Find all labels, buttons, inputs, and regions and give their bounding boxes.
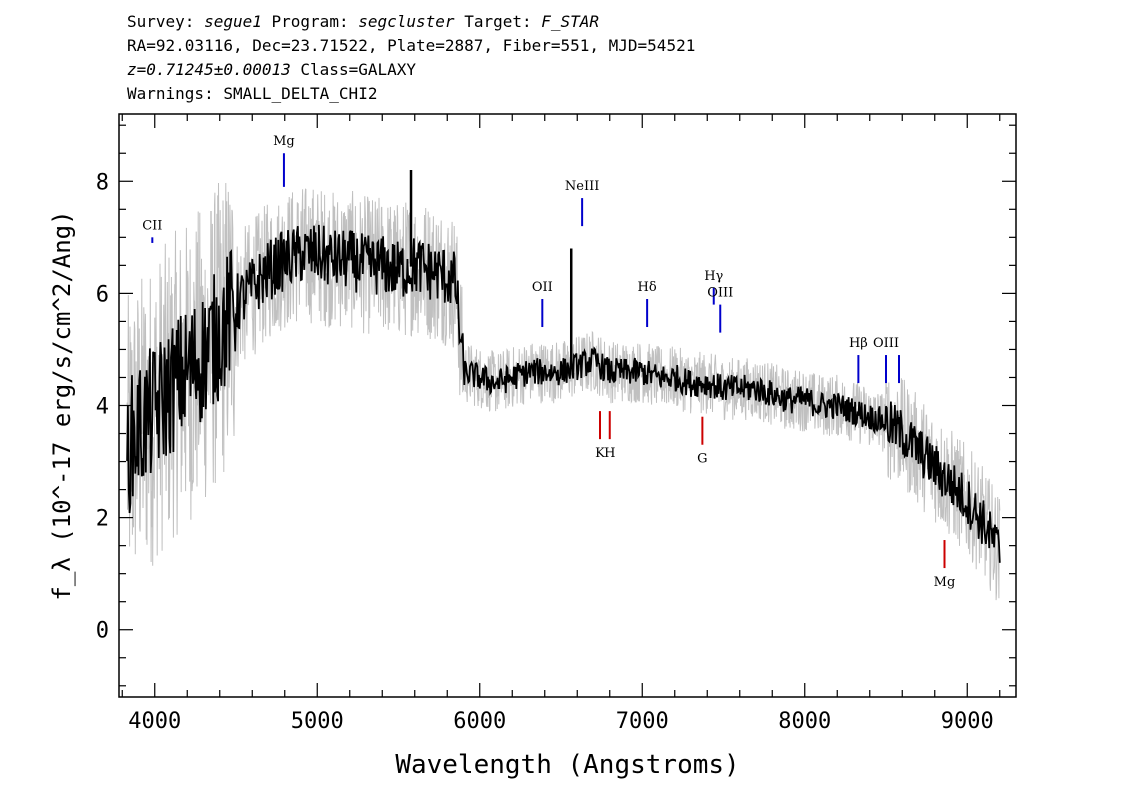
absorption-line-label: Mg [934,575,956,590]
emission-line-label: Hβ [849,336,868,351]
survey-label: Survey: [127,12,195,31]
survey-value: segue1 [204,12,262,31]
header-line-coordinates: RA=92.03116, Dec=23.71522, Plate=2887, F… [127,36,696,55]
spectrum-header: Survey: segue1 Program: segcluster Targe… [127,10,1027,106]
emission-line-label: OII [532,280,553,295]
emission-line-label: Hγ [704,269,723,284]
flux-line [126,224,1001,563]
class-value: Class=GALAXY [300,60,416,79]
program-value: segcluster [358,12,455,31]
x-tick-label: 9000 [941,709,994,734]
axis-ticks: 4000 5000 6000 7000 8000 9000 0 2 4 6 8 [96,114,1016,734]
x-tick-label: 4000 [128,709,181,734]
x-tick-label: 8000 [778,709,831,734]
header-line-survey: Survey: segue1 Program: segcluster Targe… [127,10,1027,34]
absorption-line-label: K [595,446,605,461]
x-tick-label: 7000 [616,709,669,734]
absorption-line-label: G [697,452,707,467]
header-line-warnings: Warnings: SMALL_DELTA_CHI2 [127,84,378,103]
emission-line-label: NeIII [565,179,599,194]
emission-line-label: CII [142,218,162,233]
target-label: Target: [464,12,532,31]
target-value: F_STAR [541,12,600,31]
flux-series [126,170,1001,563]
emission-line-label: Hδ [638,280,657,295]
y-tick-label: 0 [96,619,109,644]
program-label: Program: [271,12,349,31]
noise-band-path [126,182,1001,601]
y-tick-label: 8 [96,170,109,195]
y-tick-label: 2 [96,507,109,532]
y-tick-label: 4 [96,395,109,420]
absorption-line-label: H [604,446,615,461]
spectral-line-markers: CII Mg NeIII OII Hδ Hγ OIII Hβ OIII K H G Mg [142,134,955,590]
x-tick-label: 6000 [453,709,506,734]
x-axis-label: Wavelength (Angstroms) [395,750,739,780]
header-line-redshift: z=0.71245±0.00013 Class=GALAXY [127,58,1027,82]
y-tick-label: 6 [96,282,109,307]
x-tick-label: 5000 [291,709,344,734]
emission-line-label: Mg [273,134,295,149]
noise-band [126,182,1001,601]
y-axis-label: f_λ (10^-17 erg/s/cm^2/Ang) [48,210,76,600]
redshift-value: z=0.71245±0.00013 [127,60,291,79]
emission-line-label: OIII [707,286,733,301]
emission-line-label: OIII [873,336,899,351]
